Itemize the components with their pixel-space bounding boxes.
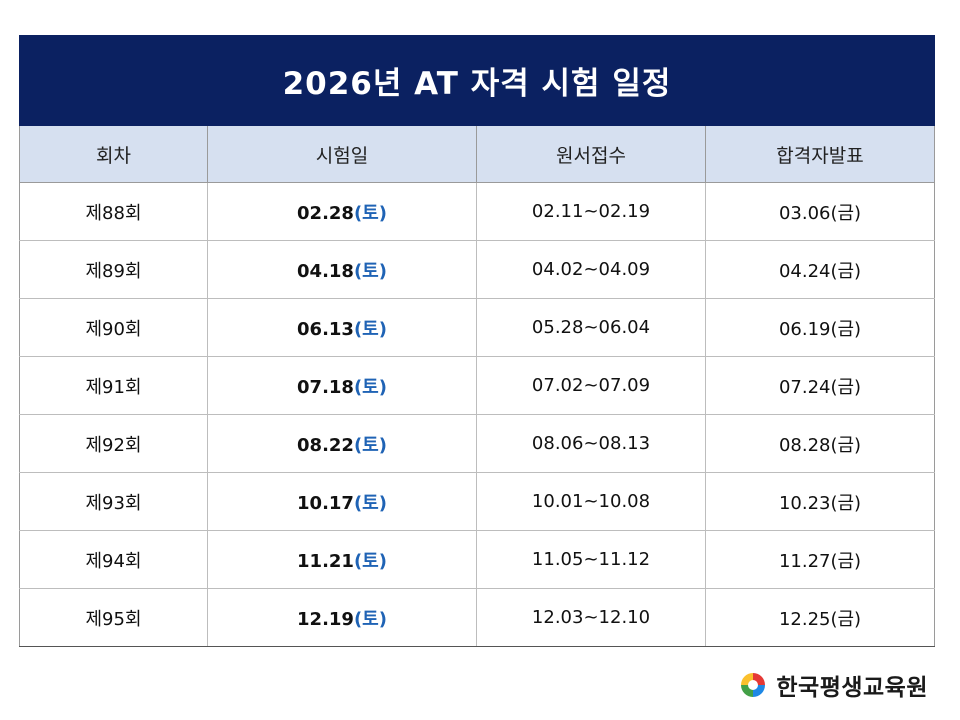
result-date-cell: 04.24(금) bbox=[704, 240, 936, 299]
exam-date-cell: 10.17(토) bbox=[207, 472, 477, 531]
exam-day: (토) bbox=[353, 608, 387, 630]
exam-date: 06.13 bbox=[297, 318, 354, 340]
result-date-cell: 07.24(금) bbox=[704, 356, 936, 415]
exam-date: 11.21 bbox=[297, 550, 354, 572]
organization-name: 한국평생교육원 bbox=[776, 675, 928, 701]
header-result: 합격자발표 bbox=[704, 125, 936, 183]
round-cell: 제88회 bbox=[19, 182, 208, 241]
result-date-cell: 10.23(금) bbox=[704, 472, 936, 531]
application-period-cell: 08.06~08.13 bbox=[476, 414, 706, 473]
exam-day: (토) bbox=[353, 318, 387, 340]
application-period-cell: 02.11~02.19 bbox=[476, 182, 706, 241]
organization-logo: 한국평생교육원 bbox=[738, 668, 928, 702]
exam-date-cell: 11.21(토) bbox=[207, 530, 477, 589]
table-row: 제88회 02.28(토) 02.11~02.19 03.06(금) bbox=[19, 182, 936, 241]
result-date-cell: 06.19(금) bbox=[704, 298, 936, 357]
exam-date: 08.22 bbox=[297, 434, 354, 456]
result-date-cell: 12.25(금) bbox=[704, 588, 936, 647]
result-date-cell: 11.27(금) bbox=[704, 530, 936, 589]
header-application: 원서접수 bbox=[476, 125, 706, 183]
application-period-cell: 11.05~11.12 bbox=[476, 530, 706, 589]
exam-date: 07.18 bbox=[297, 376, 354, 398]
exam-day: (토) bbox=[353, 202, 387, 224]
application-period-cell: 04.02~04.09 bbox=[476, 240, 706, 299]
exam-date: 10.17 bbox=[297, 492, 354, 514]
result-date-cell: 03.06(금) bbox=[704, 182, 936, 241]
table-row: 제90회 06.13(토) 05.28~06.04 06.19(금) bbox=[19, 298, 936, 357]
exam-date-cell: 12.19(토) bbox=[207, 588, 477, 647]
application-period-cell: 10.01~10.08 bbox=[476, 472, 706, 531]
table-row: 제94회 11.21(토) 11.05~11.12 11.27(금) bbox=[19, 530, 936, 589]
result-date-cell: 08.28(금) bbox=[704, 414, 936, 473]
exam-day: (토) bbox=[353, 550, 387, 572]
exam-date-cell: 07.18(토) bbox=[207, 356, 477, 415]
round-cell: 제94회 bbox=[19, 530, 208, 589]
header-exam-date: 시험일 bbox=[207, 125, 477, 183]
exam-date-cell: 06.13(토) bbox=[207, 298, 477, 357]
swirl-logo-icon bbox=[741, 673, 766, 697]
exam-date-cell: 02.28(토) bbox=[207, 182, 477, 241]
exam-day: (토) bbox=[353, 492, 387, 514]
exam-day: (토) bbox=[353, 376, 387, 398]
round-cell: 제93회 bbox=[19, 472, 208, 531]
round-cell: 제90회 bbox=[19, 298, 208, 357]
round-cell: 제89회 bbox=[19, 240, 208, 299]
round-cell: 제92회 bbox=[19, 414, 208, 473]
round-cell: 제95회 bbox=[19, 588, 208, 647]
table-row: 제92회 08.22(토) 08.06~08.13 08.28(금) bbox=[19, 414, 936, 473]
table-title: 2026년 AT 자격 시험 일정 bbox=[18, 35, 936, 126]
table-row: 제91회 07.18(토) 07.02~07.09 07.24(금) bbox=[19, 356, 936, 415]
header-round: 회차 bbox=[19, 125, 208, 183]
exam-date: 04.18 bbox=[297, 260, 354, 282]
header-row: 회차 시험일 원서접수 합격자발표 bbox=[19, 125, 936, 183]
exam-date-cell: 04.18(토) bbox=[207, 240, 477, 299]
round-cell: 제91회 bbox=[19, 356, 208, 415]
exam-date-cell: 08.22(토) bbox=[207, 414, 477, 473]
exam-day: (토) bbox=[353, 434, 387, 456]
exam-day: (토) bbox=[353, 260, 387, 282]
application-period-cell: 05.28~06.04 bbox=[476, 298, 706, 357]
exam-date: 12.19 bbox=[297, 608, 354, 630]
application-period-cell: 12.03~12.10 bbox=[476, 588, 706, 647]
application-period-cell: 07.02~07.09 bbox=[476, 356, 706, 415]
table-row: 제93회 10.17(토) 10.01~10.08 10.23(금) bbox=[19, 472, 936, 531]
table-row: 제89회 04.18(토) 04.02~04.09 04.24(금) bbox=[19, 240, 936, 299]
title-row: 2026년 AT 자격 시험 일정 bbox=[18, 35, 936, 126]
exam-schedule-table: 2026년 AT 자격 시험 일정 회차 시험일 원서접수 합격자발표 제88회… bbox=[18, 35, 936, 647]
exam-date: 02.28 bbox=[297, 202, 354, 224]
table-row: 제95회 12.19(토) 12.03~12.10 12.25(금) bbox=[19, 588, 936, 647]
